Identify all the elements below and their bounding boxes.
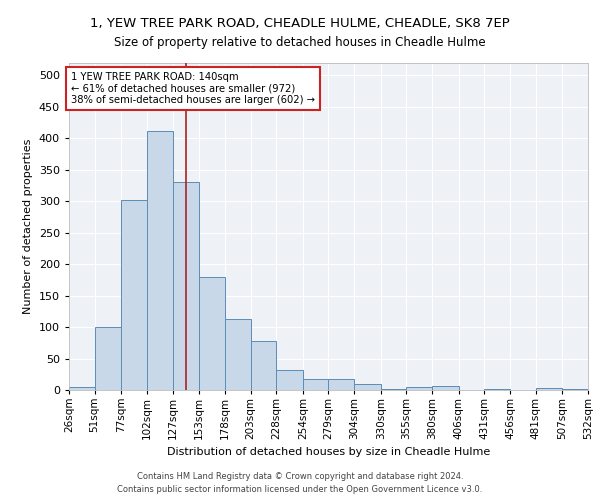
Bar (121, 200, 147, 390)
Bar (95, 327, 121, 390)
Bar (173, 182, 199, 390)
Bar (406, 388, 432, 390)
Bar (381, 388, 406, 390)
Bar (69, 388, 95, 390)
Bar (432, 386, 459, 390)
Bar (199, 276, 225, 390)
Bar (251, 341, 276, 390)
X-axis label: Distribution of detached houses by size in Cheadle Hulme: Distribution of detached houses by size … (167, 448, 490, 458)
Text: 1, YEW TREE PARK ROAD, CHEADLE HULME, CHEADLE, SK8 7EP: 1, YEW TREE PARK ROAD, CHEADLE HULME, CH… (90, 18, 510, 30)
Bar (329, 378, 354, 390)
Bar (147, 130, 173, 390)
Bar (303, 378, 329, 390)
Bar (484, 388, 510, 390)
Y-axis label: Number of detached properties: Number of detached properties (23, 138, 33, 314)
Bar (536, 388, 562, 390)
Bar (225, 319, 251, 390)
Text: Contains HM Land Registry data © Crown copyright and database right 2024.
Contai: Contains HM Land Registry data © Crown c… (118, 472, 482, 494)
Text: 1 YEW TREE PARK ROAD: 140sqm
← 61% of detached houses are smaller (972)
38% of s: 1 YEW TREE PARK ROAD: 140sqm ← 61% of de… (71, 72, 315, 105)
Bar (354, 384, 381, 390)
Bar (562, 388, 588, 390)
Bar (276, 370, 303, 390)
Text: Size of property relative to detached houses in Cheadle Hulme: Size of property relative to detached ho… (114, 36, 486, 49)
